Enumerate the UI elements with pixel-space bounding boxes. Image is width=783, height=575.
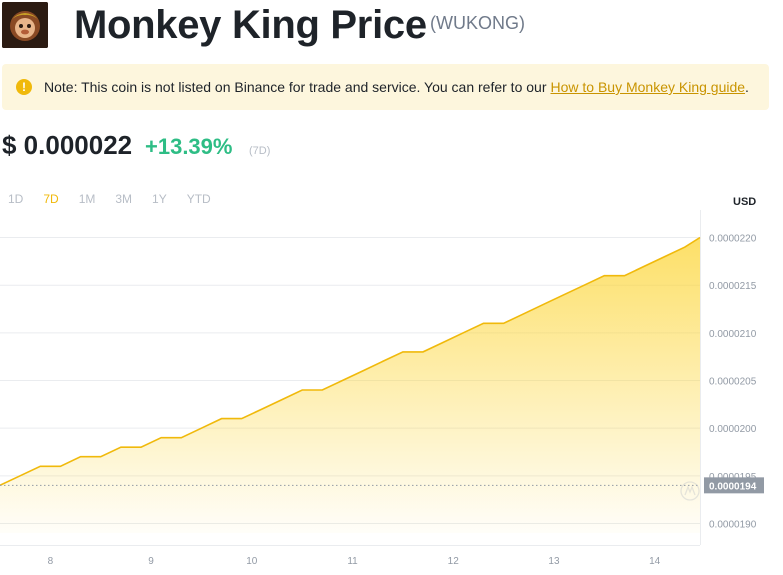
y-axis-tick-label: 0.0000215 (709, 281, 757, 292)
change-period: (7D) (249, 145, 271, 157)
y-axis-tick-label: 0.0000205 (709, 377, 757, 388)
y-axis-tick-label: 0.0000220 (709, 234, 757, 245)
range-tab-1y[interactable]: 1Y (152, 192, 167, 206)
coin-symbol: (WUKONG) (430, 13, 525, 33)
notice-suffix: . (745, 79, 749, 95)
monkey-king-logo-icon (2, 2, 48, 48)
y-axis-tick-label: 0.0000195 (709, 472, 757, 483)
current-price: $ 0.000022 (2, 130, 133, 160)
x-axis-tick-label: 11 (347, 556, 358, 567)
notice-banner: ! Note: This coin is not listed on Binan… (2, 64, 769, 110)
price-area-fill (0, 237, 700, 533)
notice-text: Note: This coin is not listed on Binance… (44, 79, 547, 95)
range-tab-1m[interactable]: 1M (78, 192, 96, 206)
price-line (0, 236, 701, 487)
x-axis-tick-label: 9 (148, 556, 154, 567)
range-tab-3m[interactable]: 3M (115, 192, 133, 206)
current-price-tag-label: 0.0000194 (709, 481, 757, 492)
x-axis-tick-label: 12 (448, 556, 460, 567)
range-tab-7d[interactable]: 7D (43, 192, 59, 206)
price-chart: 0.0000220 0.0000215 0.0000210 0.0000205 0.00… (0, 210, 764, 567)
x-axis-tick-label: 10 (246, 556, 258, 567)
range-tab-ytd[interactable]: YTD (186, 192, 211, 206)
page-title: Monkey King Price (74, 3, 427, 47)
how-to-buy-link[interactable]: How to Buy Monkey King guide (550, 79, 746, 95)
range-tab-1d[interactable]: 1D (8, 192, 24, 206)
y-axis-tick-label: 0.0000200 (709, 424, 757, 435)
y-axis-tick-label: 0.0000210 (709, 329, 757, 340)
price-change: +13.39% (145, 134, 233, 159)
x-axis-tick-label: 14 (649, 556, 661, 567)
y-axis-tick-label: 0.0000190 (709, 519, 757, 530)
x-axis-tick-label: 8 (48, 556, 54, 567)
watermark-icon (680, 481, 700, 501)
x-axis-tick-label: 13 (548, 556, 560, 567)
current-price-tag: 0.0000194 (704, 477, 764, 494)
time-range-tabs: 1D 7D 1M 3M 1Y YTD (8, 191, 231, 207)
warning-icon: ! (16, 79, 32, 95)
currency-label: USD (733, 196, 757, 208)
